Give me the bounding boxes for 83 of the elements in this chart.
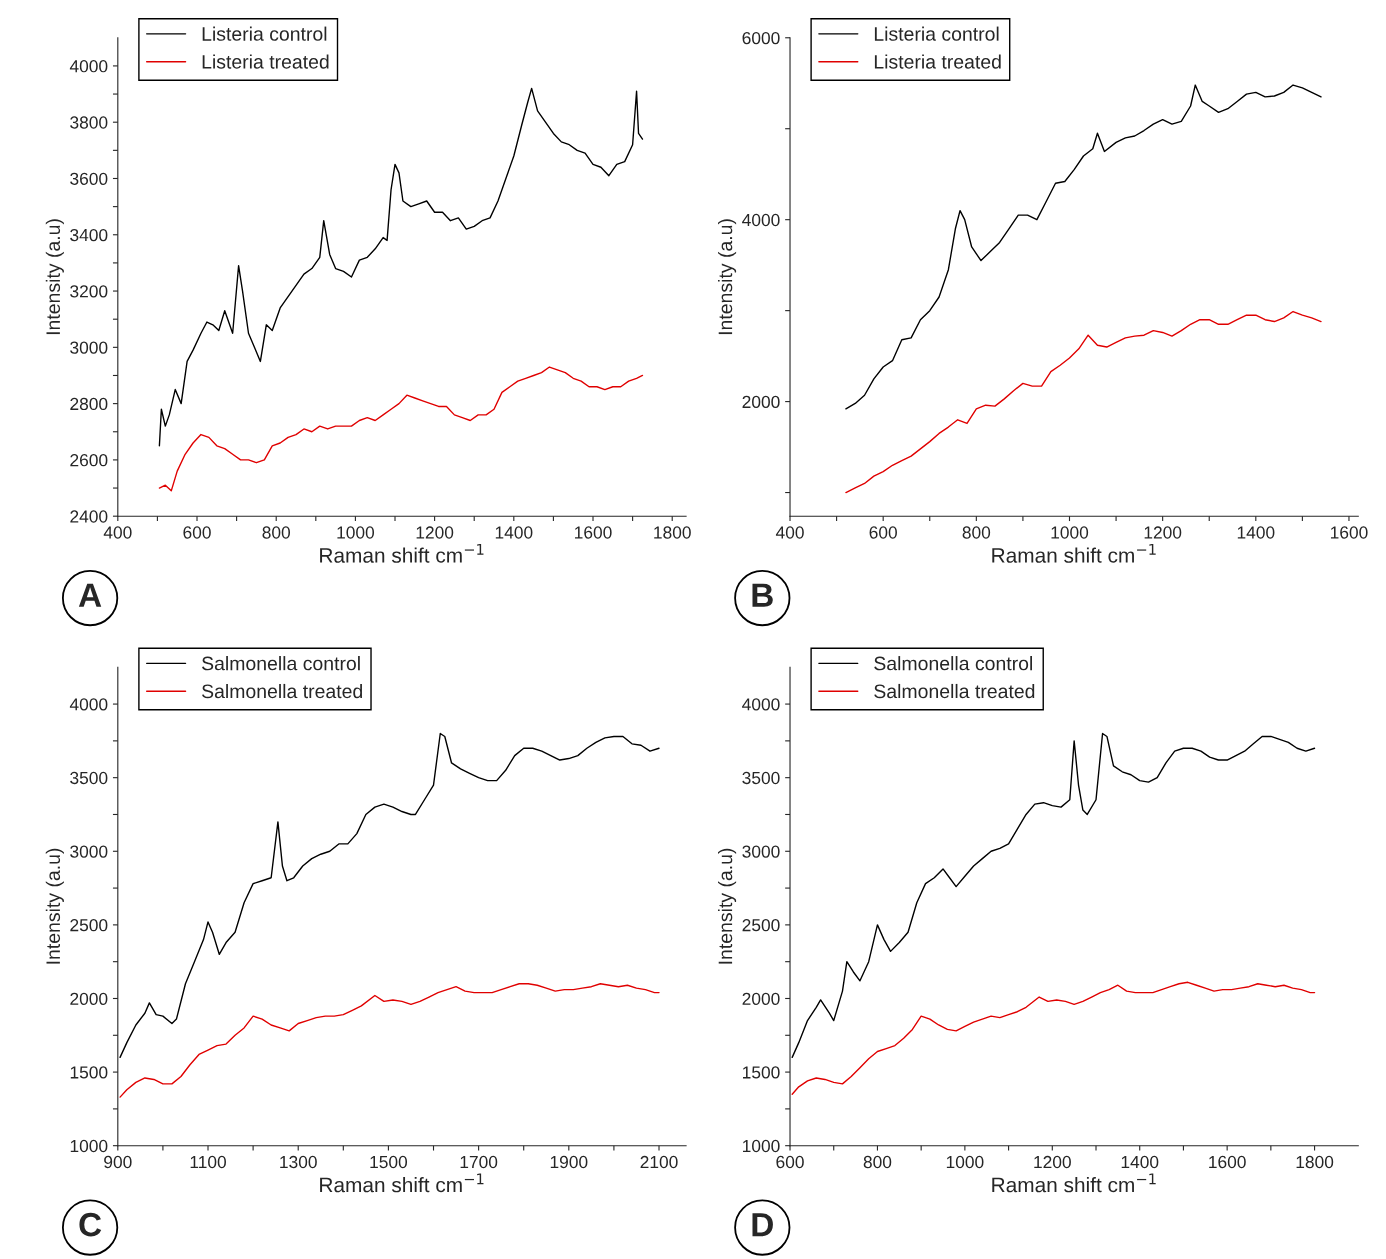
line-series <box>119 732 660 1059</box>
y-tick-label: 2400 <box>70 510 108 523</box>
y-tick-label: 2000 <box>70 992 108 1005</box>
y-tick-label: 3200 <box>70 285 108 298</box>
y-tick-label: 1500 <box>70 1066 108 1079</box>
y-tick-label: 3500 <box>70 771 108 785</box>
x-axis-title: Raman shift cm$^{−1}$ <box>320 544 484 563</box>
text: D <box>752 1213 773 1237</box>
y-tick-label: 3000 <box>742 845 780 858</box>
y-axis-title: Intensity (a.u) <box>718 848 737 964</box>
text: B <box>752 583 773 607</box>
text: A <box>78 583 102 607</box>
y-tick-label: 2600 <box>70 454 108 467</box>
x-tick-label: 400 <box>775 526 804 539</box>
y-tick-label: 1500 <box>743 1066 780 1079</box>
y-tick-label: 2500 <box>742 919 780 932</box>
y-tick-label: 4000 <box>69 60 108 73</box>
x-tick-label: 1300 <box>280 1155 317 1169</box>
y-tick-label: 3400 <box>70 228 108 242</box>
line-series <box>845 84 1322 410</box>
line-series <box>158 87 644 447</box>
x-tick-label: 1500 <box>370 1155 408 1169</box>
x-tick-label: 1900 <box>550 1155 588 1169</box>
x-axis-title: Raman shift cm$^{−1}$ <box>992 544 1156 563</box>
x-tick-label: 900 <box>104 1155 132 1169</box>
x-tick-label: 600 <box>869 526 897 539</box>
x-tick-label: 1000 <box>1051 526 1089 539</box>
legend-label: Listeria treated <box>874 54 1001 69</box>
x-tick-label: 1700 <box>460 1155 498 1169</box>
x-tick-label: 1200 <box>1034 1155 1071 1169</box>
x-tick-label: 1800 <box>1296 1155 1334 1169</box>
y-tick-label: 2500 <box>70 919 108 932</box>
line-series <box>119 983 660 1098</box>
legend-label: Listeria control <box>202 26 327 41</box>
y-tick-label: 3000 <box>70 845 108 858</box>
y-tick-label: 2000 <box>742 992 780 1005</box>
x-tick-label: 1400 <box>495 526 533 539</box>
y-tick-label: 3800 <box>70 116 108 129</box>
line-series <box>791 981 1316 1095</box>
x-axis-title: Raman shift cm$^{−1}$ <box>320 1173 484 1193</box>
y-tick-label: 6000 <box>742 31 780 45</box>
legend-label: Listeria control <box>874 26 999 41</box>
text: C <box>79 1212 102 1237</box>
y-tick-label: 1000 <box>743 1139 780 1153</box>
y-tick-label: 4000 <box>69 698 108 711</box>
legend-label: Salmonella control <box>874 656 1032 671</box>
y-tick-label: 3000 <box>70 341 108 354</box>
x-tick-label: 1400 <box>1237 526 1275 539</box>
legend-label: Salmonella treated <box>874 683 1035 699</box>
line-series <box>158 366 644 492</box>
x-tick-label: 1600 <box>1330 526 1368 539</box>
legend-label: Listeria treated <box>202 54 329 69</box>
y-axis-title: Intensity (a.u) <box>45 848 64 964</box>
line-series <box>845 310 1322 494</box>
x-tick-label: 1000 <box>337 526 375 539</box>
x-tick-label: 600 <box>776 1155 804 1169</box>
y-tick-label: 2800 <box>70 397 108 411</box>
y-tick-label: 4000 <box>742 698 780 711</box>
x-tick-label: 1400 <box>1121 1155 1159 1169</box>
y-tick-label: 3600 <box>70 172 108 185</box>
y-tick-label: 3500 <box>742 771 780 785</box>
line-series <box>791 732 1316 1059</box>
x-tick-label: 600 <box>183 526 211 539</box>
x-tick-label: 1200 <box>1144 526 1182 539</box>
x-tick-label: 1600 <box>575 526 612 539</box>
legend-label: Salmonella treated <box>202 683 362 699</box>
y-tick-label: 4000 <box>742 213 780 227</box>
x-axis-title: Raman shift cm$^{−1}$ <box>992 1173 1156 1193</box>
y-axis-title: Intensity (a.u) <box>45 219 64 335</box>
x-tick-label: 800 <box>962 526 991 539</box>
x-tick-label: 800 <box>863 1155 892 1169</box>
x-tick-label: 2100 <box>640 1155 678 1169</box>
x-tick-label: 1600 <box>1209 1155 1246 1169</box>
x-tick-label: 400 <box>103 526 132 539</box>
y-axis-title: Intensity (a.u) <box>718 219 737 335</box>
x-tick-label: 1200 <box>416 526 454 539</box>
y-tick-label: 2000 <box>742 395 780 409</box>
legend-label: Salmonella control <box>202 656 360 671</box>
x-tick-label: 800 <box>262 526 291 539</box>
x-tick-label: 1000 <box>946 1155 984 1169</box>
y-tick-label: 1000 <box>70 1139 108 1153</box>
x-tick-label: 1800 <box>654 526 691 539</box>
x-tick-label: 1100 <box>190 1155 226 1169</box>
